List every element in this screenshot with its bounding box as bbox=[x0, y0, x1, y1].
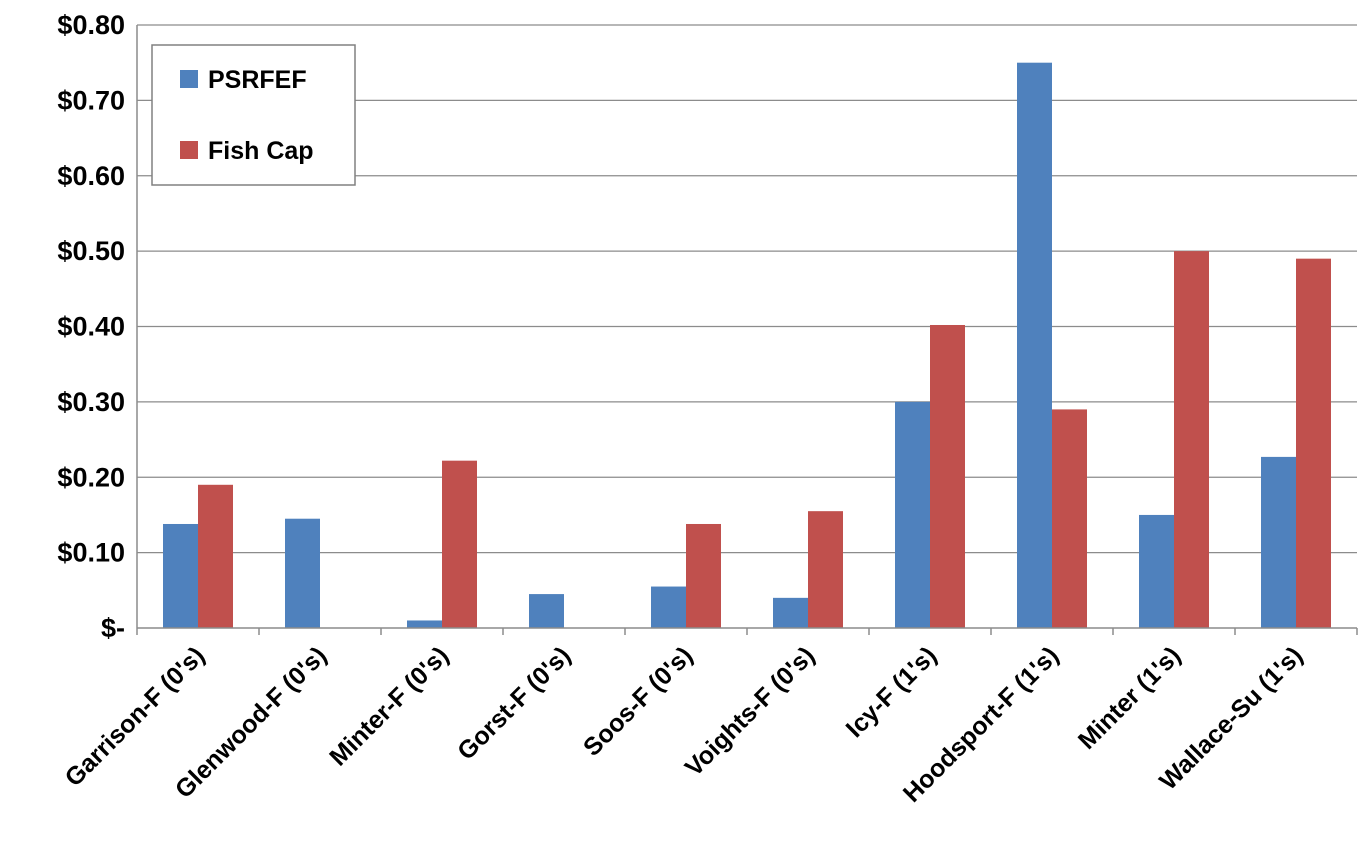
y-tick-labels: $- $0.10 $0.20 $0.30 $0.40 $0.50 $0.60 $0.70 $0.… bbox=[57, 10, 125, 643]
bar-psrfef bbox=[651, 586, 686, 628]
bar-psrfef bbox=[773, 597, 808, 628]
bar-psrfef bbox=[1139, 514, 1174, 628]
bar-fish-cap bbox=[1052, 409, 1087, 628]
legend-swatch-psrfef bbox=[180, 70, 198, 88]
y-tick-label: $0.80 bbox=[57, 10, 125, 40]
bar-psrfef bbox=[1261, 456, 1296, 628]
bar-psrfef bbox=[407, 620, 442, 628]
bar-psrfef bbox=[529, 594, 564, 628]
bar-psrfef bbox=[895, 401, 930, 628]
bar-psrfef bbox=[285, 518, 320, 628]
y-tick-label: $0.10 bbox=[57, 538, 125, 568]
y-tick-label: $0.40 bbox=[57, 312, 125, 342]
bar-psrfef bbox=[163, 523, 198, 628]
x-tick-label: Gorst-F (0's) bbox=[452, 641, 576, 765]
x-tick-label: Voights-F (0's) bbox=[680, 641, 821, 782]
bar-fish-cap bbox=[686, 523, 721, 628]
x-tick-label: Soos-F (0's) bbox=[578, 641, 698, 761]
x-tick-labels: Garrison-F (0's)Glenwood-F (0's)Minter-F… bbox=[60, 641, 1309, 807]
bar-fish-cap bbox=[198, 484, 233, 628]
bar-fish-cap bbox=[930, 324, 965, 628]
bar-fish-cap bbox=[1174, 251, 1209, 628]
y-tick-label: $- bbox=[101, 613, 125, 643]
legend-label-psrfef: PSRFEF bbox=[208, 66, 307, 94]
bar-fish-cap bbox=[442, 460, 477, 628]
legend: PSRFEF Fish Cap bbox=[151, 44, 356, 186]
y-tick-label: $0.70 bbox=[57, 85, 125, 115]
y-tick-label: $0.20 bbox=[57, 462, 125, 492]
bars bbox=[163, 62, 1331, 628]
y-tick-label: $0.50 bbox=[57, 236, 125, 266]
bar-fish-cap bbox=[1296, 258, 1331, 628]
axes bbox=[136, 25, 1358, 635]
bar-fish-cap bbox=[808, 511, 843, 628]
legend-label-fish-cap: Fish Cap bbox=[208, 137, 314, 165]
legend-box bbox=[151, 44, 356, 186]
x-tick-label: Icy-F (1's) bbox=[841, 641, 943, 743]
bar-psrfef bbox=[1017, 62, 1052, 628]
x-tick-label: Minter-F (0's) bbox=[324, 641, 454, 771]
legend-swatch-fish-cap bbox=[180, 141, 198, 159]
y-tick-label: $0.60 bbox=[57, 161, 125, 191]
y-tick-label: $0.30 bbox=[57, 387, 125, 417]
x-tick-label: Minter (1's) bbox=[1073, 641, 1186, 754]
